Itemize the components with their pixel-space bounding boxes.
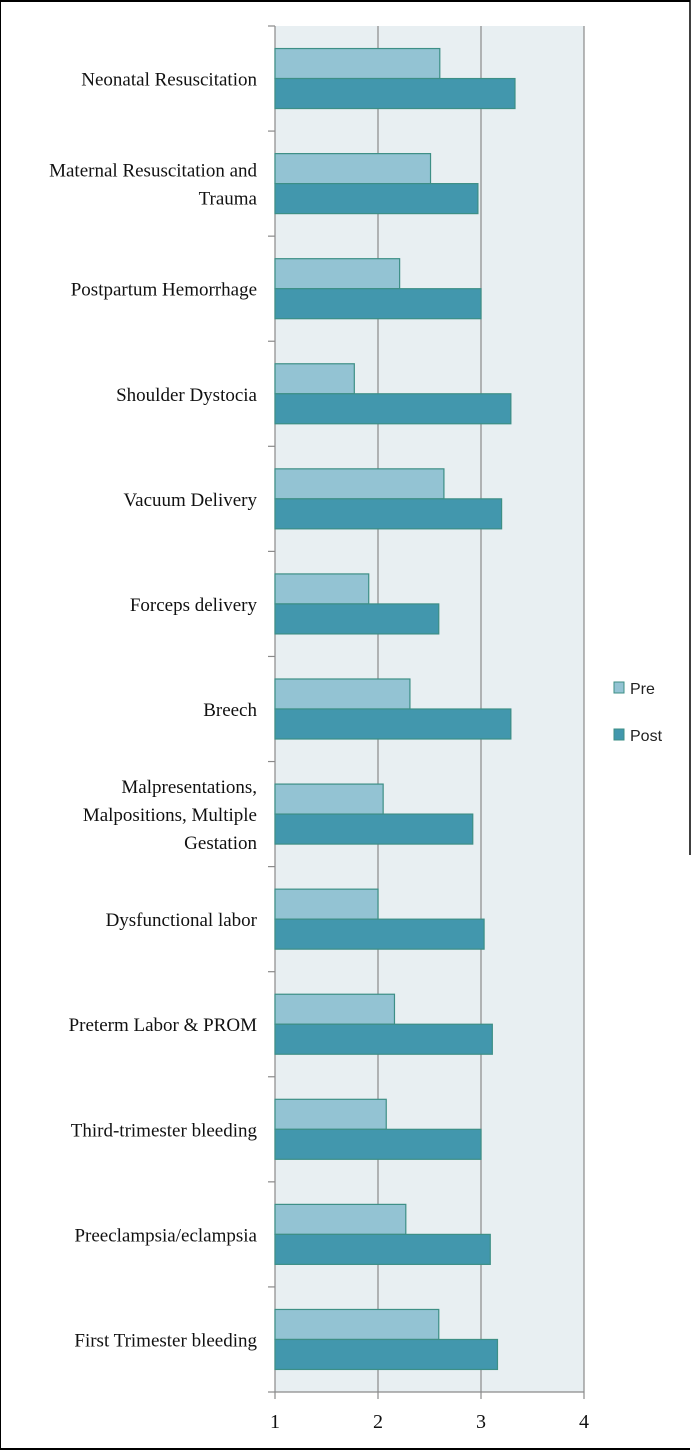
bar-pre	[274, 888, 379, 920]
category-label: Forceps delivery	[130, 595, 258, 616]
bar-post	[274, 498, 503, 530]
category-label-line: Malpositions, Multiple	[83, 805, 257, 826]
category-label-line: Preeclampsia/eclampsia	[74, 1225, 257, 1246]
bar-pre	[274, 468, 445, 500]
x-tick-label: 4	[579, 1411, 589, 1433]
category-label: Third-trimester bleeding	[71, 1120, 258, 1141]
category-label-line: Neonatal Resuscitation	[81, 70, 257, 91]
category-label-line: Trauma	[199, 189, 258, 210]
category-label-line: Shoulder Dystocia	[116, 385, 257, 406]
category-label: Postpartum Hemorrhage	[71, 280, 257, 301]
category-label-line: Malpresentations,	[121, 777, 257, 798]
bar-post	[274, 1338, 499, 1371]
category-label-line: Preterm Labor & PROM	[69, 1015, 258, 1036]
bar-post	[274, 813, 474, 845]
category-label-line: Maternal Resuscitation and	[49, 161, 257, 182]
bar-post	[274, 1128, 482, 1160]
legend-item-post: Post	[613, 728, 663, 745]
bar-pre	[274, 1203, 407, 1235]
category-label: Preterm Labor & PROM	[69, 1015, 258, 1036]
category-label-line: Vacuum Delivery	[124, 490, 258, 511]
bar-pre	[274, 258, 401, 290]
bar-pre	[274, 993, 396, 1025]
category-label-line: Dysfunctional labor	[106, 910, 258, 931]
bar-pre	[274, 1308, 440, 1341]
category-label: Shoulder Dystocia	[116, 385, 257, 406]
category-label: Vacuum Delivery	[124, 490, 258, 511]
bar-post	[274, 603, 440, 635]
x-tick-label: 1	[270, 1411, 280, 1433]
x-tick-label: 2	[373, 1411, 383, 1433]
category-label-line: Postpartum Hemorrhage	[71, 280, 257, 301]
category-label: Dysfunctional labor	[106, 910, 258, 931]
bar-post	[274, 393, 512, 425]
category-label-line: Breech	[203, 700, 257, 721]
x-tick-label: 3	[476, 1411, 486, 1433]
category-label-line: Gestation	[184, 833, 257, 854]
category-label-line: First Trimester bleeding	[74, 1330, 257, 1351]
category-label: First Trimester bleeding	[74, 1330, 257, 1351]
category-label: Malpresentations, Malpositions, Multiple G…	[83, 777, 258, 854]
category-label-line: Third-trimester bleeding	[71, 1120, 258, 1141]
legend-label: Post	[630, 728, 663, 745]
legend-item-pre: Pre	[613, 681, 655, 698]
category-label-line: Forceps delivery	[130, 595, 258, 616]
bar-post	[274, 183, 479, 215]
bar-post	[274, 1023, 493, 1055]
category-label: Preeclampsia/eclampsia	[74, 1225, 257, 1246]
bar-pre	[274, 783, 384, 815]
bar-post	[274, 1233, 491, 1265]
legend-swatch	[613, 681, 625, 694]
legend-swatch	[613, 728, 625, 741]
bar-post	[274, 288, 482, 320]
bar-pre	[274, 153, 432, 185]
legend-label: Pre	[630, 681, 655, 698]
bar-pre	[274, 47, 441, 80]
bar-pre	[274, 678, 411, 710]
category-label: Maternal Resuscitation and Trauma	[49, 161, 257, 210]
bar-post	[274, 918, 485, 950]
category-label: Breech	[203, 700, 257, 721]
bar-pre	[274, 573, 370, 605]
bar-pre	[274, 363, 355, 395]
bar-pre	[274, 1098, 387, 1130]
bar-post	[274, 708, 512, 740]
category-label: Neonatal Resuscitation	[81, 70, 257, 91]
bar-post	[274, 77, 516, 110]
